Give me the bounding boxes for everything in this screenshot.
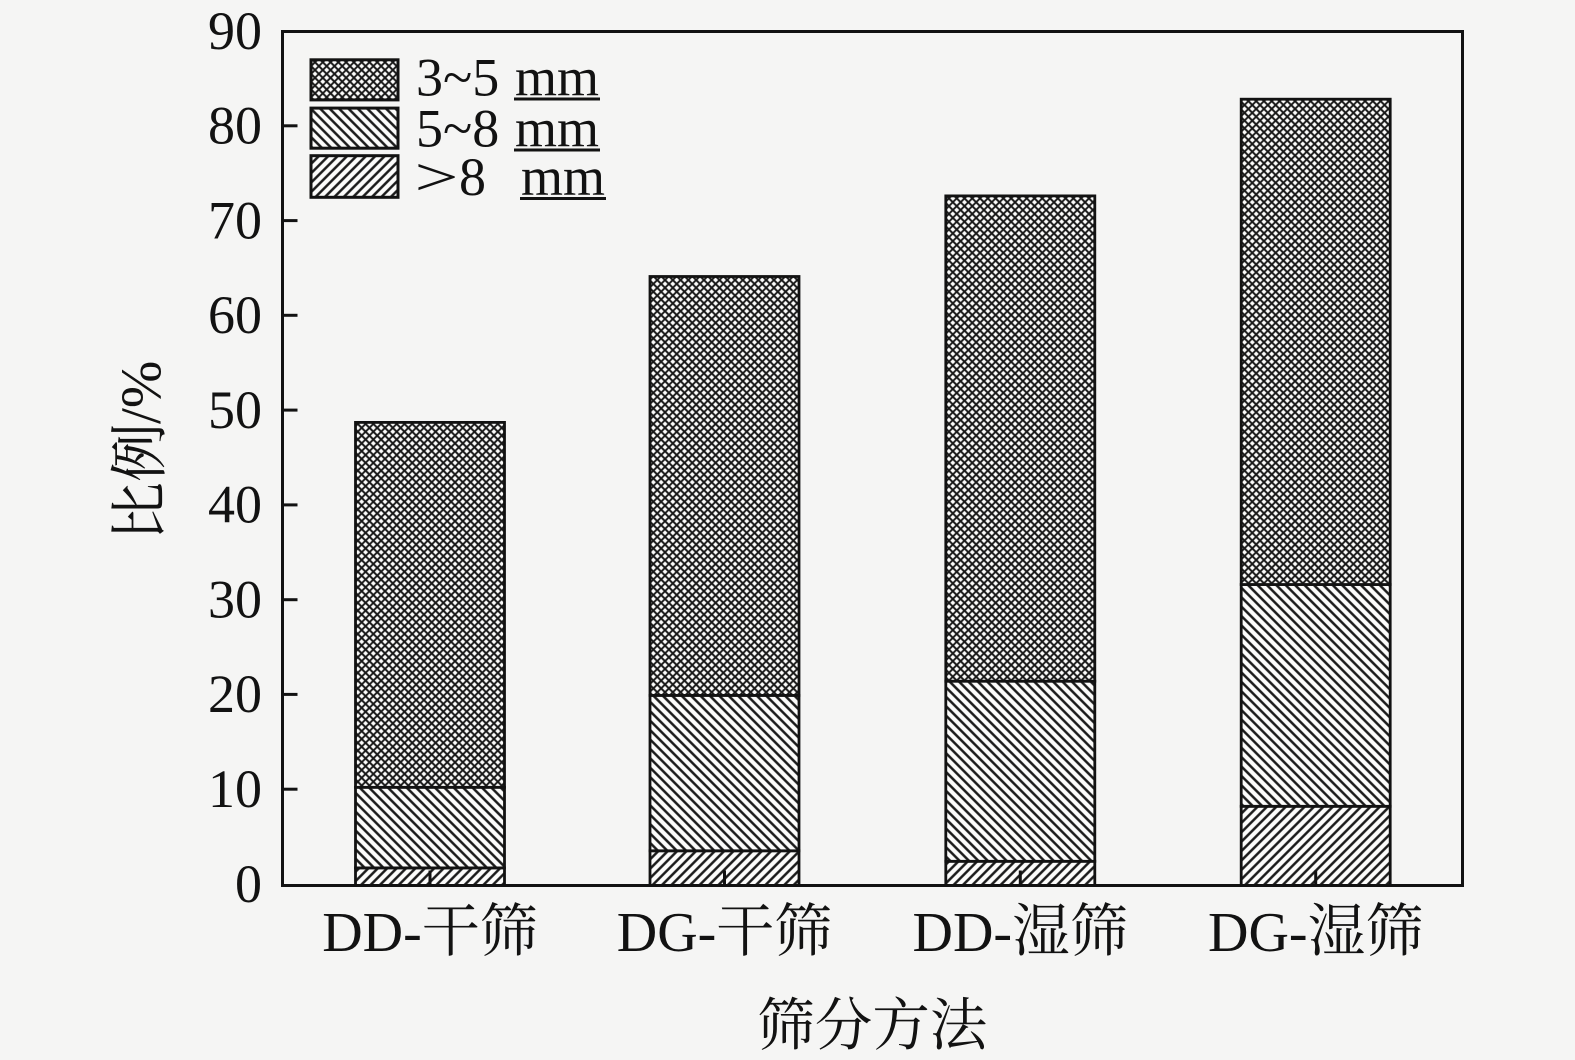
- svg-text:>: >: [415, 147, 459, 207]
- svg-text:30: 30: [208, 570, 262, 630]
- svg-text:DG-: DG-: [617, 902, 717, 964]
- svg-text:20: 20: [208, 664, 262, 724]
- svg-text:40: 40: [208, 475, 262, 535]
- svg-text:90: 90: [208, 1, 262, 61]
- svg-text:5~8: 5~8: [416, 99, 499, 159]
- svg-text:3~5: 3~5: [416, 48, 499, 108]
- svg-text:DD-: DD-: [913, 902, 1013, 964]
- svg-text:50: 50: [208, 380, 262, 440]
- svg-text:/%: /%: [110, 361, 173, 424]
- svg-text:0: 0: [235, 854, 262, 914]
- svg-text:60: 60: [208, 285, 262, 345]
- svg-text:80: 80: [208, 96, 262, 156]
- svg-text:10: 10: [208, 759, 262, 819]
- svg-text:70: 70: [208, 190, 262, 250]
- svg-text:8: 8: [459, 147, 486, 207]
- svg-text:DD-: DD-: [322, 902, 422, 964]
- svg-text:DG-: DG-: [1208, 902, 1308, 964]
